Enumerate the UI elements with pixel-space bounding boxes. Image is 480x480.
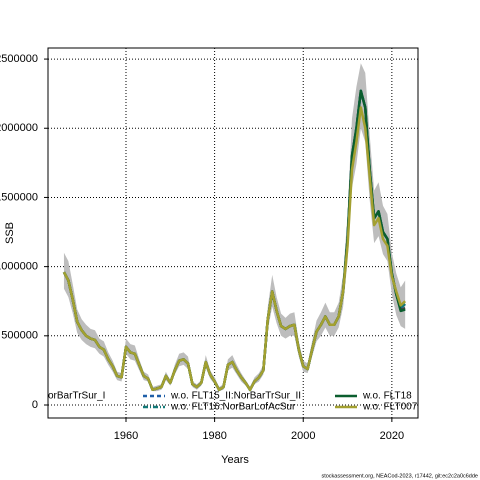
confidence-band — [63, 63, 406, 392]
legend-label: w.o. FLT18 — [362, 391, 412, 402]
series-line — [62, 89, 406, 392]
y-tick-label: 1000000 — [0, 261, 38, 273]
y-tick-label: 500000 — [1, 330, 38, 342]
y-axis-label: SSB — [4, 222, 16, 244]
y-tick-label: 1500000 — [0, 191, 38, 203]
x-axis-label: Years — [221, 454, 249, 466]
x-tick-label: 2000 — [291, 430, 315, 442]
series-line — [62, 106, 407, 392]
legend-label: orBarTrSur_I — [48, 391, 105, 402]
legend-label: w.o. FLT15_II:NorBarTrSur_II — [170, 391, 301, 402]
y-tick-label: 2000000 — [0, 122, 38, 134]
plot-area: orBarTrSur_I w.o. FLT15_II:NorBarTrSur_II… — [48, 48, 418, 418]
y-tick-label: 0 — [32, 399, 38, 411]
legend-label: w.o. FLT007 — [362, 402, 418, 413]
legend-label: w.o. FLT16:NorBarLofAcSur — [170, 402, 296, 413]
footer: stockassessment.org, NEACod-2023, r17442… — [321, 473, 478, 479]
y-tick-label: 2500000 — [0, 53, 38, 65]
x-tick-label: 1960 — [114, 430, 138, 442]
x-tick-label: 2020 — [380, 430, 404, 442]
x-tick-label: 1980 — [202, 430, 226, 442]
plot-frame — [47, 47, 419, 419]
